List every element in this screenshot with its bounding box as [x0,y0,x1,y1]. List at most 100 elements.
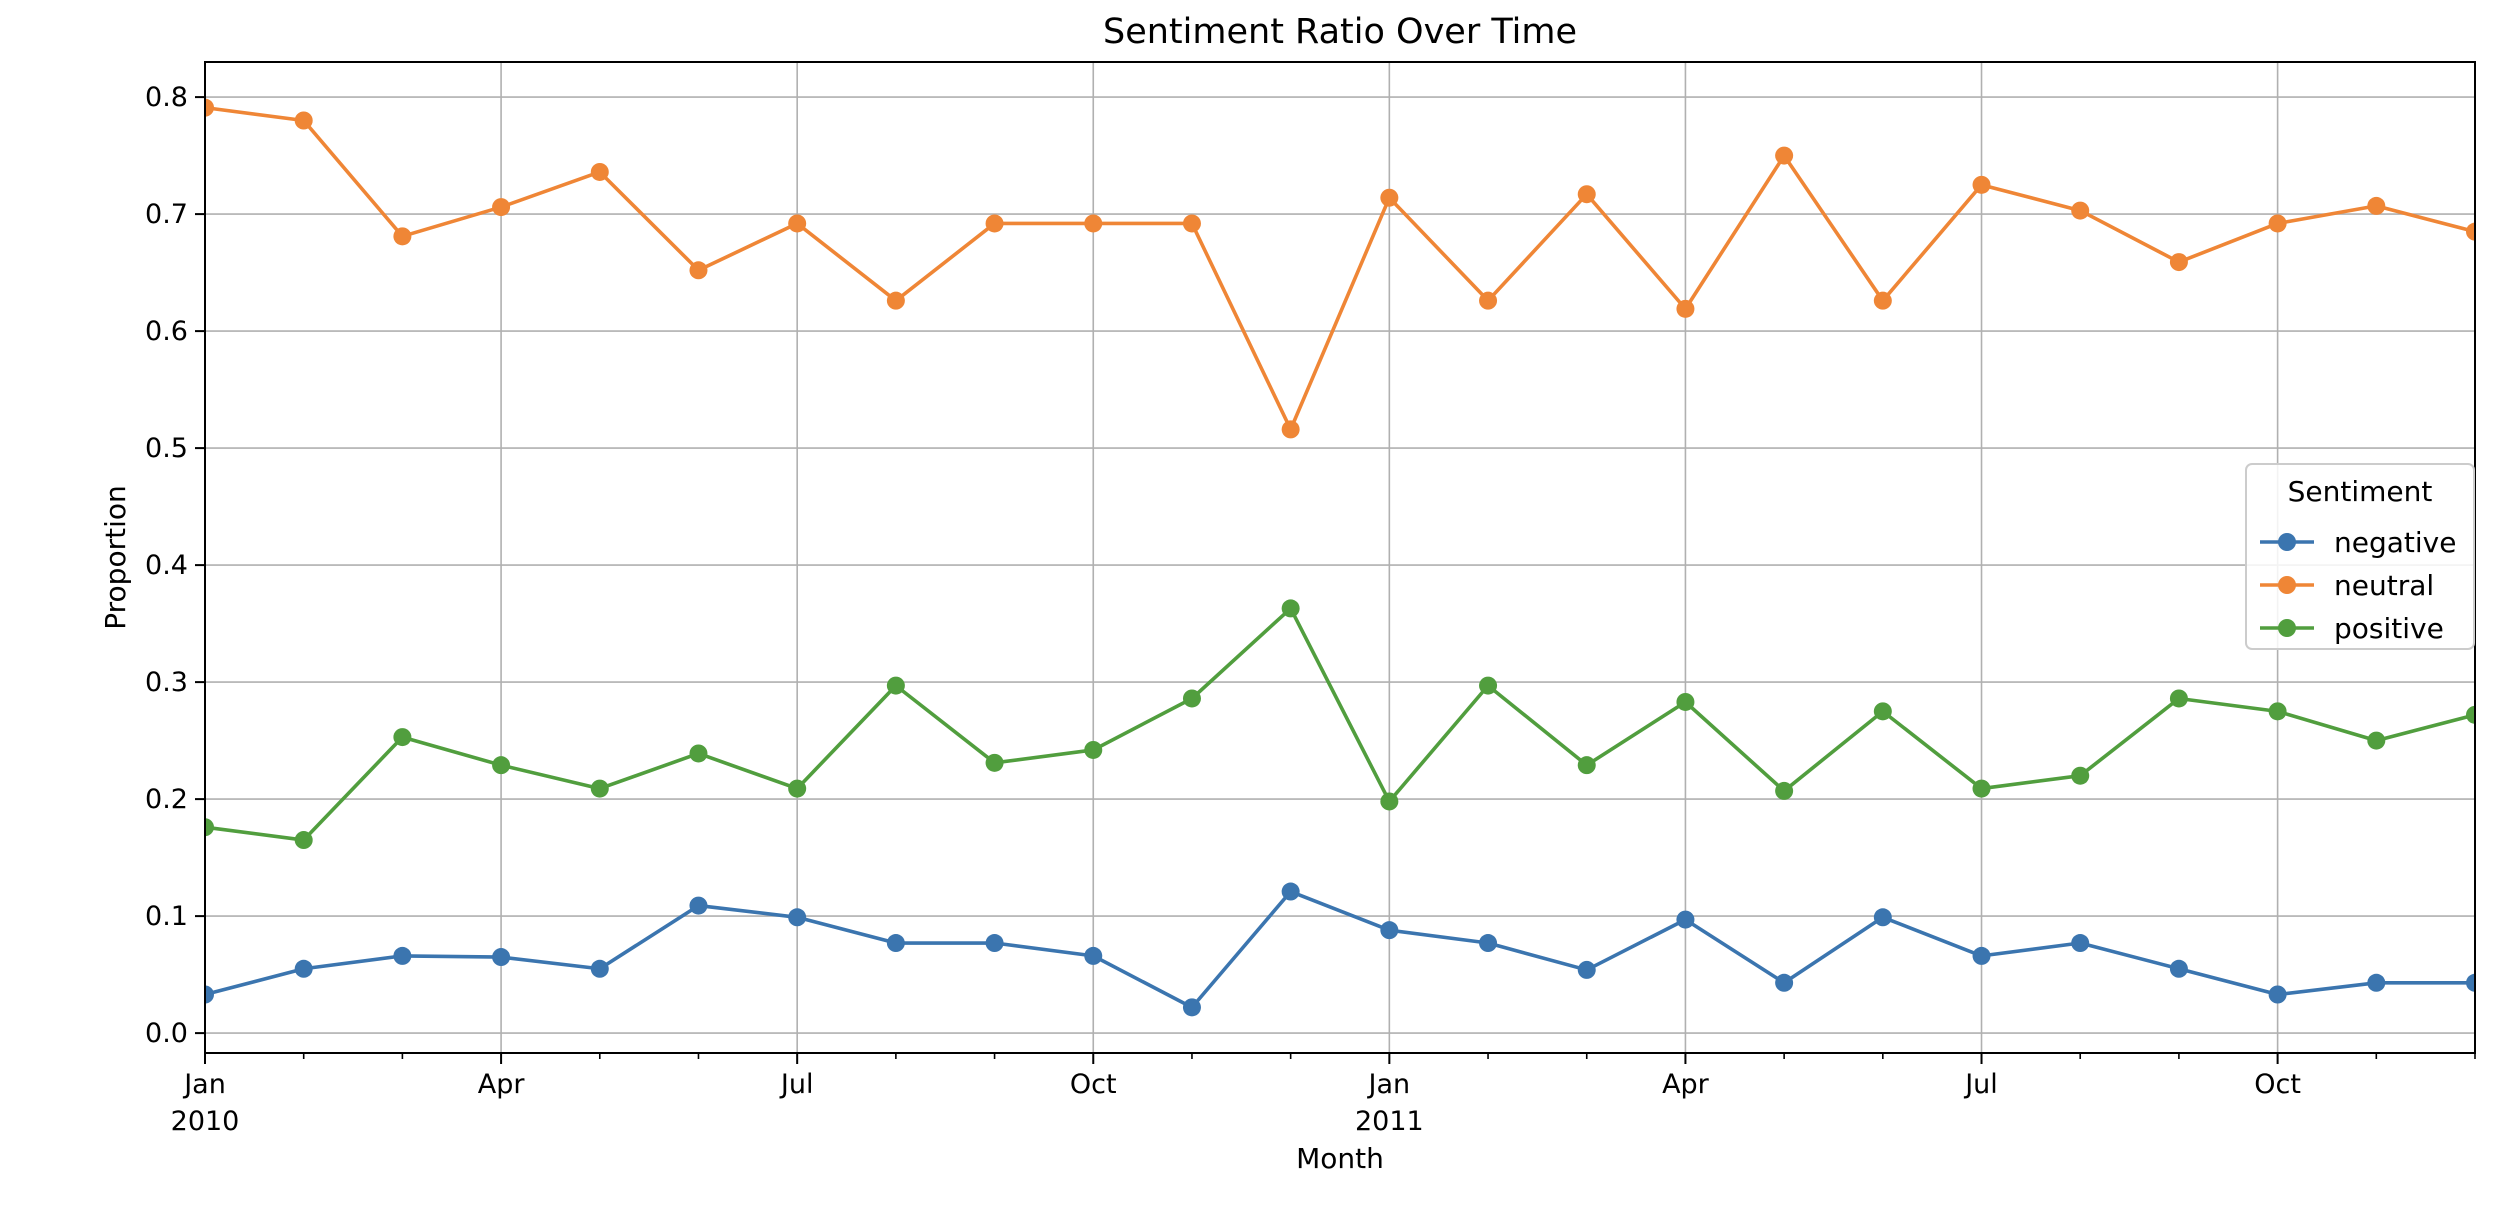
data-point-neutral [1676,299,1695,318]
y-tick-label: 0.7 [145,199,188,230]
data-point-neutral [985,214,1004,233]
series-negative [204,882,2476,1017]
legend-items: negative neutral positive [2260,526,2456,645]
data-point-neutral [2466,222,2476,241]
data-point-neutral [294,111,313,130]
data-point-neutral [590,162,609,181]
data-point-neutral [2071,201,2090,220]
data-point-neutral [2169,253,2188,272]
data-point-positive [1775,781,1794,800]
data-point-negative [985,934,1004,953]
legend-swatch-marker [2278,619,2296,637]
data-point-negative [1380,921,1399,940]
legend-item-neutral: neutral [2260,569,2434,602]
data-point-neutral [1873,291,1892,310]
data-point-positive [788,779,807,798]
data-point-negative [1972,946,1991,965]
data-point-negative [2466,973,2476,992]
legend-label: positive [2334,612,2444,645]
data-point-negative [1676,910,1695,929]
data-point-negative [2367,973,2386,992]
data-point-negative [886,934,905,953]
data-point-neutral [1380,188,1399,207]
data-point-negative [1775,973,1794,992]
data-point-positive [985,753,1004,772]
data-point-positive [492,756,511,775]
series-layer [204,98,2476,1017]
data-point-negative [2268,985,2287,1004]
series-neutral [204,98,2476,439]
data-point-negative [294,959,313,978]
data-point-negative [590,959,609,978]
y-tick-label: 0.0 [145,1018,188,1049]
y-tick-label: 0.1 [145,901,188,932]
data-point-negative [2071,934,2090,953]
legend-label: negative [2334,526,2456,559]
data-point-neutral [788,214,807,233]
data-point-positive [2367,731,2386,750]
data-point-neutral [2268,214,2287,233]
y-axis-label: Proportion [99,485,132,629]
data-point-neutral [1577,185,1596,204]
data-point-positive [2169,689,2188,708]
data-point-positive [1676,692,1695,711]
data-point-positive [2268,702,2287,721]
data-point-positive [1873,702,1892,721]
data-point-neutral [1775,146,1794,165]
x-tick-label: Jul [779,1069,814,1100]
data-point-negative [1281,882,1300,901]
data-point-negative [1182,998,1201,1017]
data-point-positive [590,779,609,798]
data-point-negative [1479,934,1498,953]
data-point-positive [1479,676,1498,695]
chart-title: Sentiment Ratio Over Time [1103,12,1577,52]
x-tick-label: Apr [478,1069,526,1100]
data-point-positive [1380,792,1399,811]
x-tick-label: Oct [1070,1069,1117,1100]
data-point-neutral [2367,196,2386,215]
data-point-negative [2169,959,2188,978]
data-point-negative [1873,908,1892,927]
legend-item-negative: negative [2260,526,2456,559]
x-tick-year-label: 2011 [1355,1106,1424,1137]
data-point-positive [1084,740,1103,759]
y-tick-label: 0.3 [145,667,188,698]
data-point-positive [886,676,905,695]
data-point-positive [2071,766,2090,785]
data-point-neutral [1084,214,1103,233]
axis-ticks: 0.0 0.1 0.2 0.3 0.4 0.5 0.6 0.7 0.8 Jan 2010 Apr Jul… [145,82,2476,1137]
y-tick-label: 0.2 [145,784,188,815]
data-point-negative [204,985,214,1004]
series-line-negative [204,889,2475,1010]
data-point-neutral [886,291,905,310]
data-point-positive [1281,599,1300,618]
data-point-neutral [1281,420,1300,439]
x-tick-label: Jan [182,1069,226,1100]
data-point-positive [204,818,214,837]
data-point-negative [492,948,511,967]
data-point-positive [2466,705,2476,724]
series-line-positive [204,606,2476,842]
data-point-neutral [689,261,708,280]
data-point-neutral [1479,291,1498,310]
data-point-positive [294,831,313,850]
data-point-negative [1577,960,1596,979]
series-line-neutral [204,105,2476,432]
data-point-positive [1182,689,1201,708]
y-tick-label: 0.8 [145,82,188,113]
data-point-negative [393,946,412,965]
y-tick-label: 0.5 [145,433,188,464]
data-point-neutral [393,227,412,246]
legend-label: neutral [2334,569,2434,602]
x-tick-label: Jan [1367,1069,1411,1100]
data-point-positive [393,728,412,747]
x-tick-label: Oct [2254,1069,2301,1100]
series-positive [204,599,2476,850]
y-tick-label: 0.4 [145,550,188,581]
legend-swatch-marker [2278,533,2296,551]
data-point-positive [1972,779,1991,798]
data-point-negative [689,896,708,915]
y-tick-label: 0.6 [145,316,188,347]
